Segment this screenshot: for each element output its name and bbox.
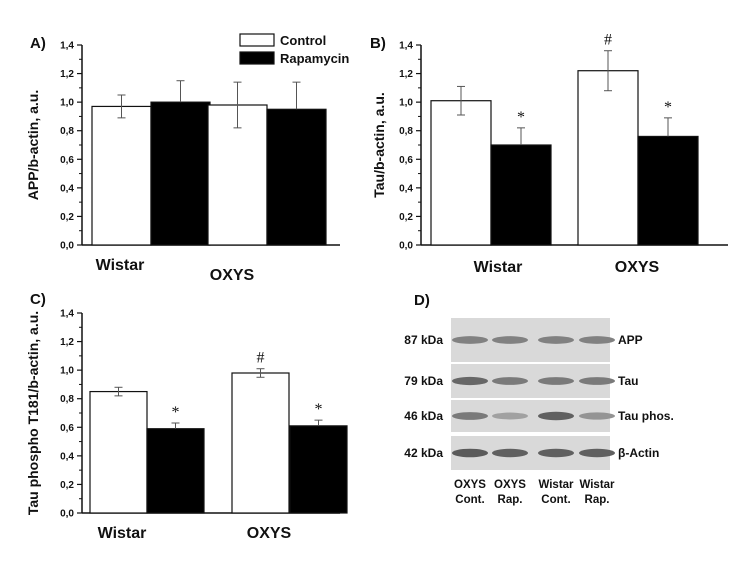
y-tick-label: 1,0 [60, 98, 74, 109]
blot-band [579, 412, 615, 420]
y-tick-label: 1,0 [60, 366, 74, 377]
y-tick-label: 1,2 [60, 69, 74, 80]
bar-rapamycin-wistar [150, 101, 211, 246]
blot-band [579, 377, 615, 385]
panel-letter: D) [414, 292, 430, 309]
x-tick-label: Wistar [474, 259, 523, 276]
molecular-weight-label: 46 kDa [404, 409, 443, 423]
protein-label: Tau phos. [618, 409, 674, 423]
panel-letter: B) [370, 35, 386, 52]
blot-band [538, 411, 574, 421]
chart-panel-a: A) 0,0 0,2 0,4 0,6 0,8 1,0 1,2 1,4 APP/b-actin, a… [25, 33, 349, 284]
blot-band [452, 376, 488, 386]
bar-control-wistar [89, 390, 148, 514]
protein-label: β-Actin [618, 446, 659, 460]
lane-label-line2: Cont. [541, 494, 570, 506]
legend: Control Rapamycin [239, 33, 349, 66]
y-tick-label: 1,2 [60, 337, 74, 348]
y-tick-label: 0,8 [60, 126, 74, 137]
lane-label-line2: Rap. [498, 494, 523, 506]
y-tick-label: 0,2 [60, 480, 74, 491]
y-tick-label: 0,8 [60, 394, 74, 405]
significance-mark: * [664, 99, 672, 116]
blot-band [492, 336, 528, 344]
y-tick-label: 1,4 [399, 41, 413, 52]
blot-band [452, 336, 488, 344]
significance-mark: # [604, 32, 612, 49]
blot-panel-d: D) 87 kDa APP 79 kDa Tau 46 kDa Tau phos. 42 kD… [404, 292, 673, 506]
blot-band [452, 412, 488, 420]
significance-mark: # [257, 350, 265, 367]
blot-band [452, 448, 488, 458]
y-tick-label: 0,0 [60, 509, 74, 520]
bar-control-oxys [577, 70, 639, 246]
molecular-weight-label: 87 kDa [404, 333, 443, 347]
legend-swatch-control [239, 33, 275, 47]
y-tick-label: 1,4 [60, 41, 74, 52]
y-tick-label: 0,0 [399, 241, 413, 252]
y-tick-label: 0,8 [399, 126, 413, 137]
blot-band [492, 412, 528, 420]
y-tick-label: 0,2 [399, 212, 413, 223]
x-tick-label: OXYS [247, 525, 292, 542]
y-tick-label: 0,4 [60, 183, 74, 194]
y-axis-label: APP/b-actin, a.u. [25, 90, 41, 200]
y-tick-label: 0,4 [399, 183, 413, 194]
molecular-weight-label: 79 kDa [404, 374, 443, 388]
lane-label-line2: Rap. [585, 494, 610, 506]
significance-mark: * [315, 401, 323, 418]
blot-band [538, 448, 574, 458]
y-tick-label: 0,6 [399, 155, 413, 166]
legend-swatch-rapamycin [239, 51, 275, 65]
significance-mark: * [172, 404, 180, 421]
x-tick-label: OXYS [210, 267, 255, 284]
lane-label-line1: Wistar [579, 479, 615, 491]
lane-label-line1: OXYS [494, 479, 526, 491]
y-tick-label: 1,4 [60, 309, 74, 320]
x-tick-label: Wistar [96, 257, 145, 274]
y-tick-label: 0,0 [60, 241, 74, 252]
y-axis-label: Tau/b-actin, a.u. [371, 92, 387, 198]
bar-rapamycin-oxys [266, 108, 327, 246]
bar-rapamycin-oxys [289, 425, 348, 514]
y-tick-label: 0,6 [60, 155, 74, 166]
protein-label: Tau [618, 374, 638, 388]
legend-label-rapamycin: Rapamycin [280, 51, 349, 66]
y-axis-label: Tau phospho T181/b-actin, a.u. [25, 311, 41, 515]
bar-control-oxys [231, 372, 290, 514]
x-tick-label: Wistar [98, 525, 147, 542]
y-tick-label: 0,4 [60, 451, 74, 462]
chart-panel-c: C) 0,0 0,2 0,4 0,6 0,8 1,0 1,2 1,4 Tau phospho T1… [25, 291, 348, 542]
panel-letter: C) [30, 291, 46, 308]
y-tick-label: 1,2 [399, 69, 413, 80]
molecular-weight-label: 42 kDa [404, 446, 443, 460]
y-tick-label: 0,6 [60, 423, 74, 434]
chart-panel-b: B) 0,0 0,2 0,4 0,6 0,8 1,0 1,2 1,4 Tau/b-actin, a… [370, 32, 728, 276]
bar-rapamycin-wistar [146, 428, 205, 514]
bar-control-wistar [430, 100, 492, 246]
bar-rapamycin-oxys [637, 135, 699, 246]
bar-control-wistar [91, 105, 152, 246]
blot-band [538, 336, 574, 344]
blot-band [492, 377, 528, 385]
blot-band [538, 377, 574, 385]
y-tick-label: 0,2 [60, 212, 74, 223]
legend-label-control: Control [280, 33, 326, 48]
blot-band [492, 448, 528, 458]
blot-band [579, 336, 615, 344]
panel-letter: A) [30, 35, 46, 52]
lane-label-line2: Cont. [455, 494, 484, 506]
protein-label: APP [618, 333, 643, 347]
blot-band [579, 448, 615, 458]
y-tick-label: 1,0 [399, 98, 413, 109]
x-tick-label: OXYS [615, 259, 660, 276]
lane-label-line1: OXYS [454, 479, 486, 491]
lane-label-line1: Wistar [538, 479, 574, 491]
bar-rapamycin-wistar [490, 144, 552, 246]
significance-mark: * [517, 109, 525, 126]
